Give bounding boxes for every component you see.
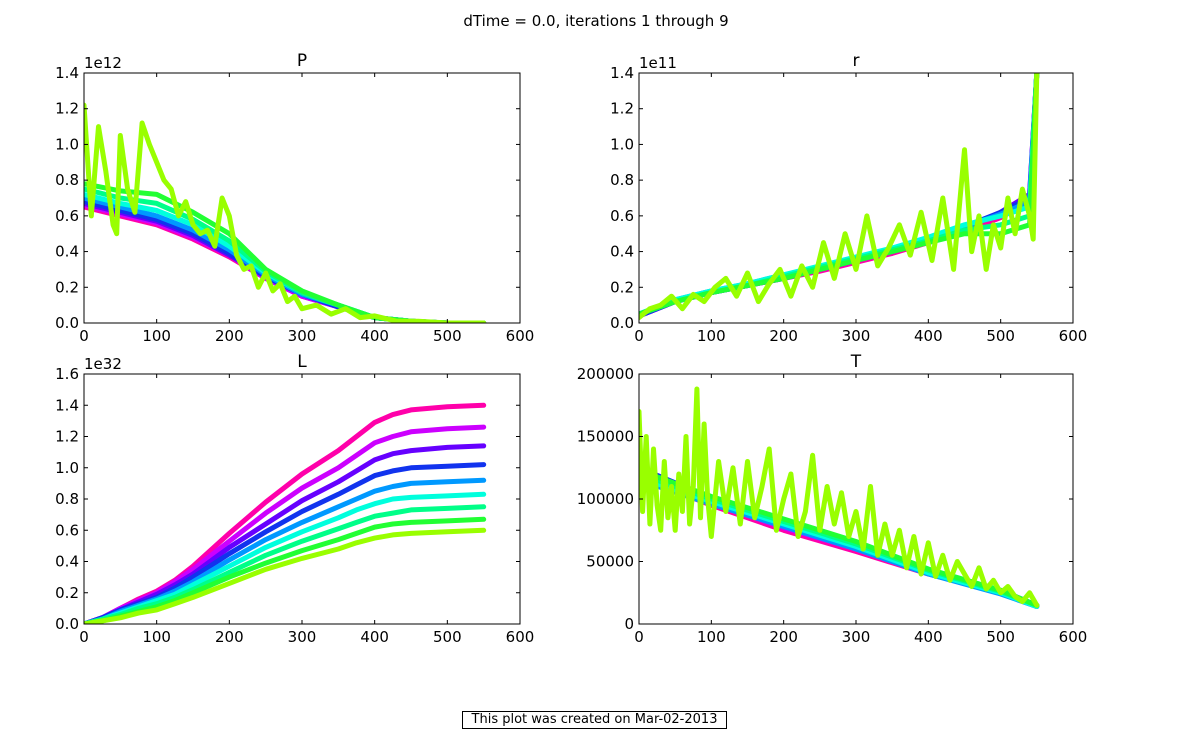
x-tick-label: 500 — [986, 327, 1015, 345]
series-line-9 — [639, 386, 1040, 608]
y-tick-label: 1.2 — [610, 100, 634, 118]
panel-t: 0 100 200 300 400 500 600 0 50000 100000 150000 200… — [577, 352, 1088, 646]
y-tick-label: 50000 — [586, 553, 634, 571]
series-line-2 — [639, 73, 1040, 319]
panel-r: 0 100 200 300 400 500 600 0.0 0.2 0.4 0.6 0.8 1.0 1.2… — [610, 51, 1087, 345]
y-tick-label: 0.2 — [610, 278, 634, 296]
series-line-7 — [84, 504, 487, 624]
x-tick-label: 500 — [986, 628, 1015, 646]
series-line-4 — [639, 73, 1040, 319]
panel-title: L — [297, 352, 307, 372]
x-tick-label: 300 — [288, 628, 317, 646]
series-line-9 — [84, 102, 487, 323]
series-line-9 — [84, 527, 487, 624]
x-tick-label: 500 — [433, 327, 462, 345]
y-tick-label: 0 — [624, 615, 634, 633]
y-tick-label: 1.6 — [55, 365, 79, 383]
x-tick-label: 400 — [360, 327, 389, 345]
x-tick-label: 100 — [142, 327, 171, 345]
x-tick-label: 300 — [842, 628, 871, 646]
y-tick-label: 0.8 — [55, 171, 79, 189]
y-tick-label: 200000 — [577, 365, 634, 383]
x-tick-label: 0 — [634, 327, 644, 345]
x-tick-label: 100 — [697, 628, 726, 646]
x-tick-label: 300 — [288, 327, 317, 345]
y-tick-label: 1.2 — [55, 428, 79, 446]
x-tick-label: 0 — [79, 628, 89, 646]
series-line-6 — [639, 73, 1040, 317]
y-tick-label: 0.4 — [55, 243, 79, 261]
x-tick-label: 100 — [142, 628, 171, 646]
x-tick-label: 400 — [914, 327, 943, 345]
x-tick-label: 500 — [433, 628, 462, 646]
series-line-7 — [639, 73, 1040, 317]
series-line-8 — [84, 181, 487, 323]
x-tick-label: 200 — [215, 327, 244, 345]
x-tick-label: 400 — [360, 628, 389, 646]
x-tick-label: 100 — [697, 327, 726, 345]
footer-note: This plot was created on Mar-02-2013 — [462, 711, 727, 729]
x-tick-label: 0 — [79, 327, 89, 345]
y-tick-label: 0.8 — [610, 171, 634, 189]
x-tick-label: 600 — [1059, 628, 1088, 646]
x-tick-label: 200 — [769, 327, 798, 345]
series-line-8 — [639, 73, 1040, 317]
y-tick-label: 0.6 — [610, 207, 634, 225]
offset-text: 1e11 — [639, 54, 677, 72]
panel-l: 0 100 200 300 400 500 600 0.0 0.2 0.4 0.6 0.8 1.0 1.2… — [55, 352, 534, 646]
y-tick-label: 0.6 — [55, 521, 79, 539]
panel-title: P — [297, 51, 307, 71]
y-tick-label: 0.4 — [55, 553, 79, 571]
panel-title: T — [850, 352, 862, 372]
y-tick-label: 0.2 — [55, 584, 79, 602]
figure-title: dTime = 0.0, iterations 1 through 9 — [463, 12, 728, 30]
panel-title: r — [853, 51, 860, 71]
y-tick-label: 1.4 — [610, 64, 634, 82]
offset-text: 1e32 — [84, 355, 122, 373]
y-tick-label: 1.4 — [55, 396, 79, 414]
series-line-3 — [639, 73, 1040, 319]
y-tick-label: 0.0 — [55, 314, 79, 332]
y-tick-label: 150000 — [577, 428, 634, 446]
x-tick-label: 600 — [506, 327, 535, 345]
x-tick-label: 0 — [634, 628, 644, 646]
y-tick-label: 1.0 — [610, 135, 634, 153]
y-tick-label: 1.0 — [55, 459, 79, 477]
plot-frame — [83, 72, 521, 324]
y-tick-label: 0.2 — [55, 278, 79, 296]
y-tick-label: 100000 — [577, 490, 634, 508]
series-group — [84, 102, 487, 323]
y-tick-label: 1.4 — [55, 64, 79, 82]
x-tick-label: 600 — [506, 628, 535, 646]
y-tick-label: 1.0 — [55, 135, 79, 153]
y-tick-label: 0.0 — [55, 615, 79, 633]
y-tick-label: 0.8 — [55, 490, 79, 508]
x-tick-label: 200 — [769, 628, 798, 646]
y-tick-label: 1.2 — [55, 100, 79, 118]
x-tick-label: 400 — [914, 628, 943, 646]
panel-p: 0 100 200 300 400 500 600 0.0 0.2 0.4 0.6 0.8 1.0 1.2… — [55, 51, 534, 345]
y-tick-label: 0.6 — [55, 207, 79, 225]
x-tick-label: 200 — [215, 628, 244, 646]
series-group — [84, 402, 487, 624]
series-group — [639, 386, 1040, 609]
series-line-1 — [84, 204, 487, 323]
offset-text: 1e12 — [84, 54, 122, 72]
x-tick-label: 600 — [1059, 327, 1088, 345]
y-tick-label: 0.4 — [610, 243, 634, 261]
y-tick-label: 0.0 — [610, 314, 634, 332]
series-group — [639, 73, 1040, 321]
series-line-9 — [639, 73, 1040, 321]
series-line-5 — [639, 73, 1040, 317]
series-line-1 — [639, 73, 1040, 319]
x-tick-label: 300 — [842, 327, 871, 345]
